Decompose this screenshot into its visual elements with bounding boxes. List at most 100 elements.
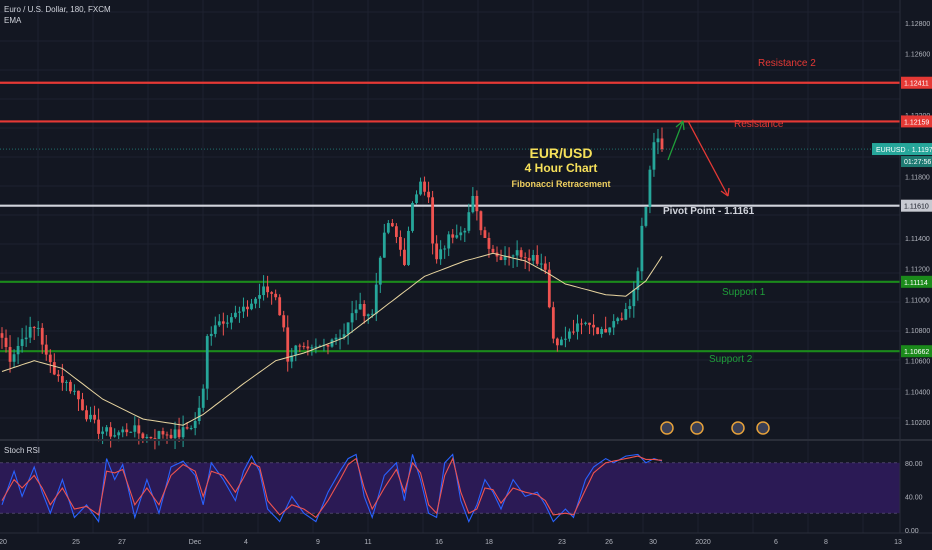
candle-body xyxy=(60,376,64,383)
candle-body xyxy=(213,325,217,334)
candle-body xyxy=(137,425,141,434)
level-price-tag xyxy=(901,199,932,212)
candle-body xyxy=(217,321,221,326)
candle-body xyxy=(576,323,579,332)
candle-body xyxy=(97,419,100,434)
candle-body xyxy=(624,308,628,320)
title-timeframe: 4 Hour Chart xyxy=(524,161,598,175)
candle-body xyxy=(153,438,157,440)
price-tick-label: 1.10200 xyxy=(905,420,930,427)
candle-body xyxy=(427,191,430,198)
last-price-tag-text: EURUSD · 1.11979 xyxy=(876,147,932,154)
candle-body xyxy=(564,338,567,340)
candle-body xyxy=(326,344,330,347)
candle-body xyxy=(169,434,173,439)
candle-body xyxy=(229,317,233,323)
price-axis[interactable]: 1.128001.126001.122001.118001.114001.112… xyxy=(905,21,930,427)
candle-body xyxy=(141,433,145,439)
candle-body xyxy=(266,286,270,293)
price-tick-label: 1.11200 xyxy=(905,267,930,274)
stoch-rsi-title[interactable]: Stoch RSI xyxy=(4,446,41,455)
candle-body xyxy=(503,255,507,260)
chart-title: EUR/USD 4 Hour Chart Fibonacci Retraceme… xyxy=(506,146,616,193)
level-price-tag xyxy=(901,345,932,358)
candle-body xyxy=(185,427,189,429)
event-icon[interactable] xyxy=(690,421,704,435)
resistance2-label: Resistance 2 xyxy=(758,58,816,69)
candle-body xyxy=(620,318,624,320)
candle-body xyxy=(85,410,88,420)
candle-body xyxy=(399,236,402,250)
candle-body xyxy=(588,322,591,325)
ema-line xyxy=(1,252,663,426)
candle-body xyxy=(161,431,165,435)
symbol-title[interactable]: Euro / U.S. Dollar, 180, FXCM xyxy=(4,5,111,14)
candle-body xyxy=(559,339,563,346)
candle-body xyxy=(592,324,595,328)
time-tick-label: 18 xyxy=(485,539,493,546)
candle-body xyxy=(4,337,8,348)
arrows[interactable] xyxy=(667,120,730,197)
time-axis[interactable]: 20 25 27 Dec 4 9 11 16 18 23 26 30 2020 6 8 13 xyxy=(0,539,902,546)
level-price-tag xyxy=(901,76,932,89)
time-tick-label: 13 xyxy=(894,539,902,546)
candle-body xyxy=(225,322,229,324)
candle-body xyxy=(294,345,298,356)
event-icon[interactable] xyxy=(756,421,770,435)
candle-body xyxy=(354,309,358,314)
rsi-axis[interactable]: 80.00 40.00 0.00 xyxy=(905,461,923,535)
candle-body xyxy=(189,428,193,430)
event-icon[interactable] xyxy=(731,421,745,435)
main-pane-background xyxy=(0,0,900,439)
candle-body xyxy=(374,284,378,314)
candle-body xyxy=(40,327,44,345)
candle-body xyxy=(32,326,36,329)
candle-body xyxy=(487,237,491,249)
price-tick-label: 1.12800 xyxy=(905,21,930,28)
candle-body xyxy=(105,427,109,432)
event-markers[interactable] xyxy=(660,421,770,435)
candle-body xyxy=(109,427,113,437)
candle-body xyxy=(555,338,559,346)
up-arrow[interactable] xyxy=(667,120,684,161)
candle-body xyxy=(467,212,471,231)
candle-body xyxy=(350,313,354,323)
price-tick-label: 1.10400 xyxy=(905,389,930,396)
candle-body xyxy=(652,142,656,170)
title-method: Fibonacci Retracement xyxy=(511,179,611,189)
axis-price-labels: 1.12411 1.12159 1.11610 1.11114 1.10662 EURUS… xyxy=(872,76,932,358)
event-icon[interactable] xyxy=(660,421,674,435)
horizontal-levels[interactable] xyxy=(0,81,900,353)
candle-body xyxy=(44,344,48,355)
candle-body xyxy=(551,307,555,339)
candle-body xyxy=(386,223,390,233)
candle-body xyxy=(238,311,241,313)
time-tick-label: 4 xyxy=(244,539,248,546)
candle-body xyxy=(197,407,201,422)
level-price-tag-text: 1.11114 xyxy=(904,280,928,287)
candle-body xyxy=(543,263,547,270)
candle-body xyxy=(28,326,32,338)
candle-body xyxy=(415,194,418,203)
support1-label: Support 1 xyxy=(722,287,766,298)
candle-body xyxy=(314,346,318,348)
candle-body xyxy=(338,337,342,339)
up-arrow-head xyxy=(675,120,685,131)
symbol-info[interactable]: Euro / U.S. Dollar, 180, FXCM EMA xyxy=(4,4,111,26)
candle-body xyxy=(77,390,80,400)
down-arrow[interactable] xyxy=(687,120,729,197)
level-price-tag-text: 1.12159 xyxy=(904,119,929,126)
candle-body xyxy=(193,421,197,429)
candle-body xyxy=(278,297,282,316)
candle-body xyxy=(612,321,616,328)
time-tick-label: 27 xyxy=(118,539,126,546)
candle-body xyxy=(254,298,257,304)
countdown-tag xyxy=(901,156,932,168)
time-tick-label: 23 xyxy=(558,539,566,546)
candle-body xyxy=(165,434,169,436)
candle-body xyxy=(390,223,394,227)
ema-indicator-label[interactable]: EMA xyxy=(4,16,22,25)
down-arrow-head xyxy=(720,187,730,197)
rsi-band-lines xyxy=(0,462,900,514)
